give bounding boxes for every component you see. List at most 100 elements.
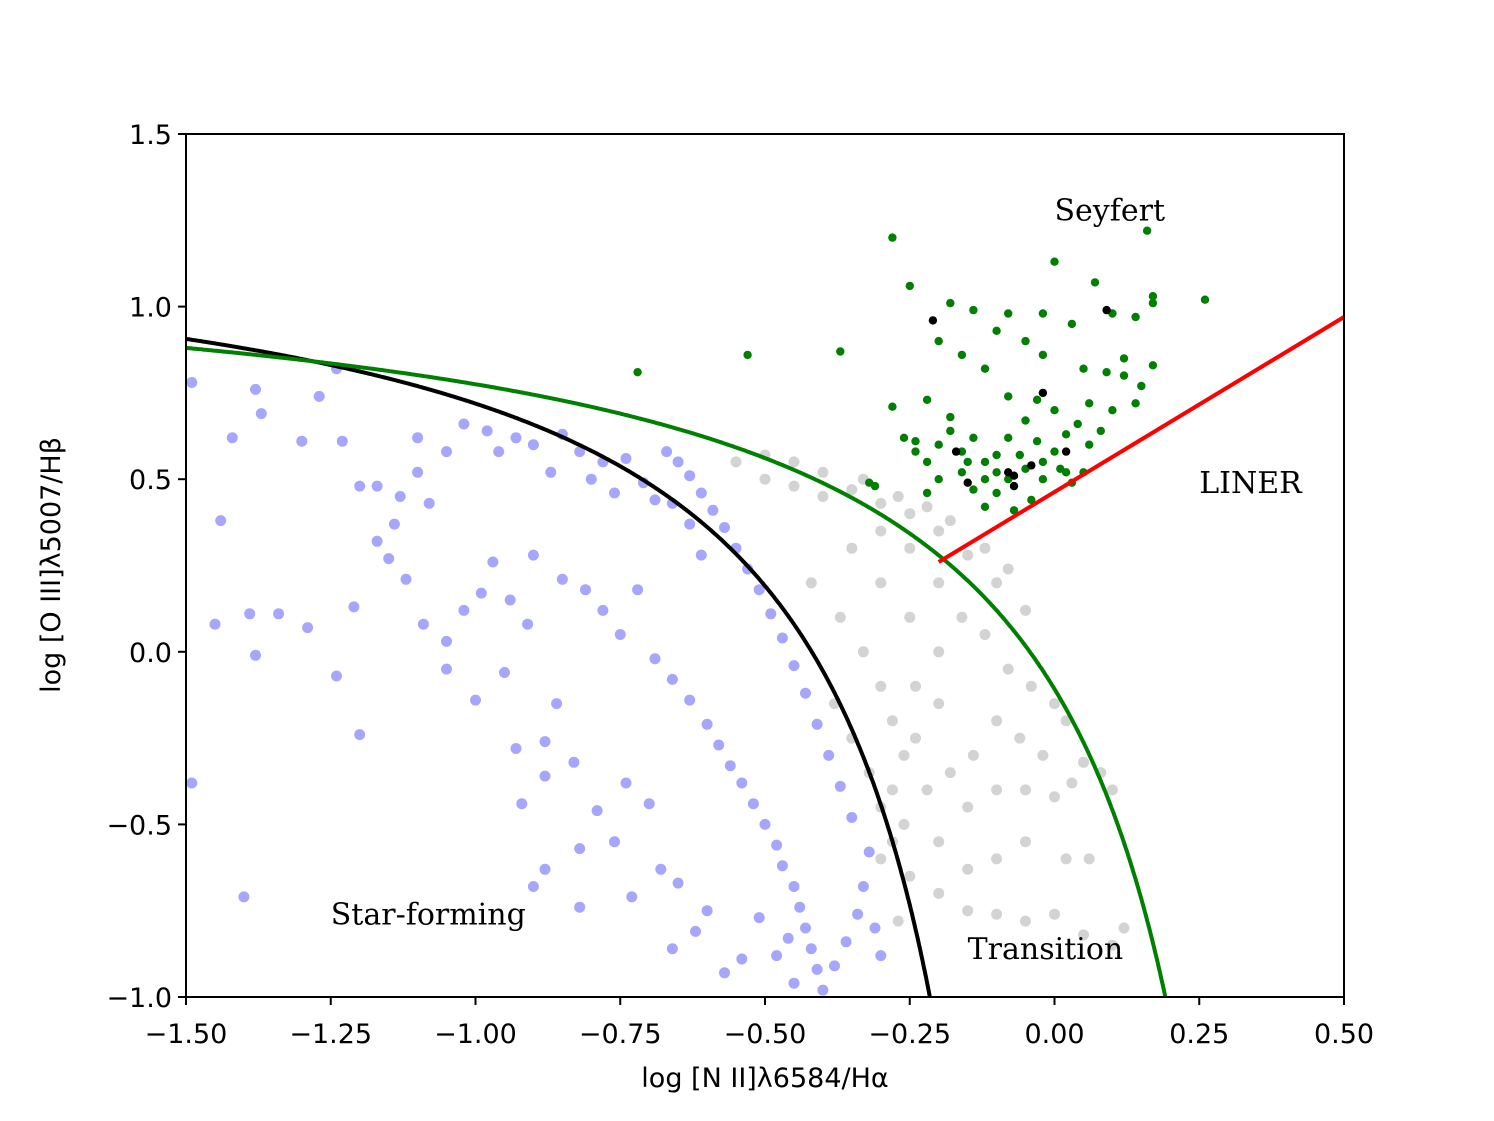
data-point (886, 715, 898, 727)
data-point (724, 760, 736, 772)
x-tick-label: 0.00 (1024, 1019, 1084, 1050)
data-point (934, 336, 943, 346)
data-point (695, 487, 707, 499)
data-point (963, 457, 972, 467)
region-label-liner: LINER (1199, 466, 1303, 501)
data-point (1032, 395, 1042, 404)
data-point (510, 432, 522, 444)
data-point (655, 863, 667, 875)
data-point (911, 437, 920, 446)
data-point (626, 891, 638, 903)
data-point (904, 870, 916, 882)
data-point (481, 425, 493, 437)
data-point (186, 777, 198, 789)
data-point (1119, 354, 1129, 363)
data-point (620, 777, 632, 789)
data-point (238, 891, 250, 903)
data-point (1015, 450, 1024, 460)
data-point (852, 908, 864, 920)
data-point (1021, 336, 1030, 346)
data-point (255, 408, 267, 420)
demarcation-curves (186, 315, 1344, 997)
data-point (846, 542, 858, 554)
data-point (441, 663, 452, 675)
data-point (800, 922, 811, 934)
data-point (1079, 364, 1088, 373)
data-point (539, 770, 551, 782)
data-point (1106, 939, 1118, 951)
x-tick-label: −0.25 (868, 1019, 951, 1050)
data-point (585, 473, 597, 485)
data-point (1009, 471, 1019, 480)
data-point (1090, 278, 1100, 287)
data-point (591, 805, 603, 817)
data-point (811, 963, 823, 975)
data-point (829, 960, 840, 972)
data-point (527, 549, 539, 561)
data-point (690, 925, 701, 937)
data-point (934, 475, 943, 484)
data-point (817, 491, 829, 502)
data-point (980, 457, 990, 467)
data-point (302, 622, 314, 634)
data-point (539, 863, 551, 875)
data-point (969, 305, 978, 315)
data-point (1085, 399, 1094, 408)
data-point (747, 798, 759, 810)
data-point (417, 618, 429, 630)
data-point (782, 932, 794, 944)
data-point (892, 491, 904, 502)
data-point (1002, 563, 1014, 575)
data-point (956, 611, 968, 623)
x-tick-label: −0.75 (579, 1019, 662, 1050)
data-point (980, 502, 990, 511)
data-point (632, 584, 644, 596)
data-point (962, 905, 974, 917)
data-point (805, 943, 817, 955)
data-point (614, 629, 626, 640)
data-point (944, 515, 956, 527)
data-point (817, 466, 829, 478)
data-point (313, 390, 325, 402)
data-point (991, 784, 1003, 796)
data-point (609, 487, 620, 499)
data-point (951, 447, 961, 456)
data-point (1067, 319, 1077, 329)
data-point (441, 635, 452, 647)
data-point (969, 485, 978, 494)
data-point (394, 491, 406, 502)
data-point (1025, 680, 1037, 692)
data-point (1020, 836, 1031, 848)
data-point (1038, 350, 1048, 360)
data-point (1066, 777, 1078, 789)
plot-area (186, 226, 1344, 997)
data-point (1102, 368, 1111, 377)
data-point (992, 326, 1001, 335)
series-1 (730, 449, 1130, 951)
data-point (736, 777, 748, 789)
data-point (771, 950, 783, 962)
data-point (1002, 663, 1014, 675)
data-point (980, 475, 990, 484)
data-point (817, 984, 829, 996)
data-point (354, 729, 366, 741)
data-point (1200, 295, 1210, 304)
data-point (962, 801, 974, 813)
x-tick-label: −1.25 (289, 1019, 372, 1050)
data-point (470, 694, 481, 706)
data-point (811, 718, 823, 730)
data-point (1131, 312, 1140, 322)
data-point (834, 611, 846, 623)
data-point (336, 435, 348, 447)
data-point (888, 233, 897, 242)
data-point (805, 577, 817, 589)
data-point (1038, 475, 1048, 484)
data-point (643, 798, 655, 810)
data-point (1049, 791, 1060, 803)
y-axis-label: log [O III]λ5007/Hβ (36, 437, 67, 693)
data-point (649, 653, 661, 665)
data-point (863, 846, 875, 858)
data-point (1032, 437, 1042, 446)
region-label-star-forming: Star-forming (331, 898, 526, 933)
data-point (840, 936, 852, 948)
